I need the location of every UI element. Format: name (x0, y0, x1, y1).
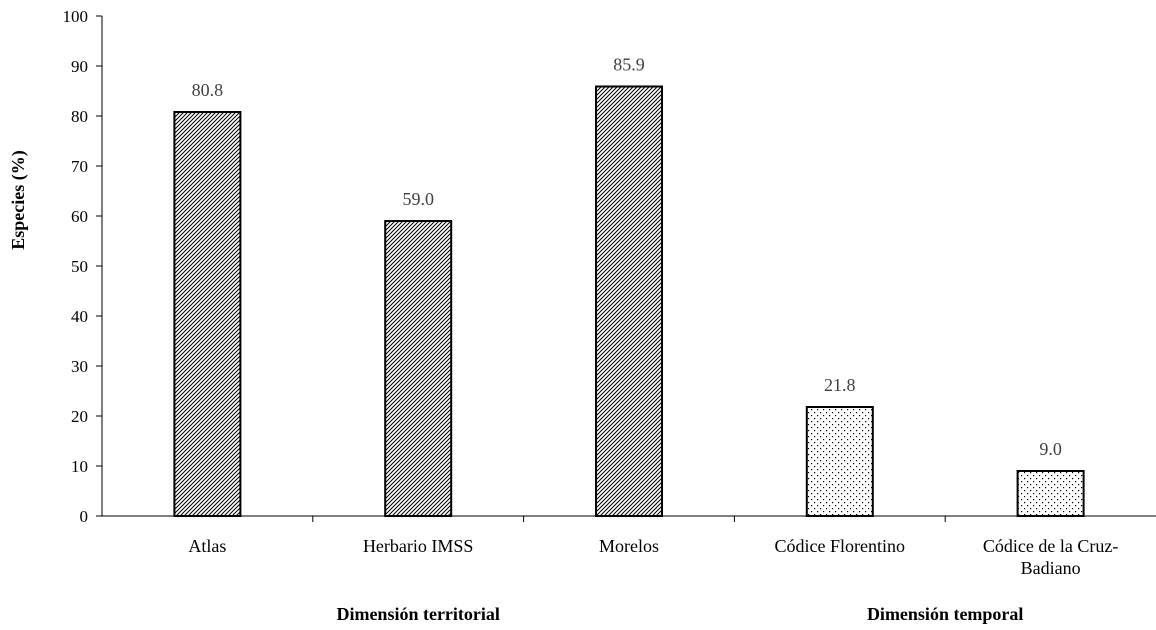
bar (173, 111, 242, 517)
y-tick-label: 60 (71, 207, 88, 226)
data-label: 85.9 (613, 55, 645, 75)
category-label: Códice de la Cruz-Badiano (983, 536, 1118, 578)
y-axis: 0 10 20 30 40 50 60 70 80 90 100 (63, 7, 103, 526)
y-tick-label: 10 (71, 457, 88, 476)
bar (595, 85, 663, 517)
group-label: Dimensión territorial (336, 604, 499, 624)
data-label: 80.8 (192, 80, 224, 100)
category-label: Herbario IMSS (363, 536, 474, 556)
data-label: 9.0 (1039, 439, 1062, 459)
category-labels: Atlas Herbario IMSS Morelos Códice Florenti… (188, 536, 1118, 578)
y-tick-label: 30 (71, 357, 88, 376)
bar (805, 406, 874, 517)
y-tick-label: 0 (80, 507, 89, 526)
y-axis-title: Especies (%) (8, 150, 29, 249)
y-tick-label: 50 (71, 257, 88, 276)
y-tick-label: 40 (71, 307, 88, 326)
y-tick-label: 90 (71, 57, 88, 76)
group-label: Dimensión temporal (867, 604, 1024, 624)
category-label: Atlas (188, 536, 226, 556)
data-labels: 80.8 59.0 85.9 21.8 9.0 (192, 55, 1062, 460)
group-labels: Dimensión territorial Dimensión temporal (336, 604, 1023, 624)
bar (1016, 470, 1085, 517)
data-label: 21.8 (824, 375, 856, 395)
y-tick-label: 20 (71, 407, 88, 426)
y-tick-label: 100 (63, 7, 89, 26)
category-label: Morelos (599, 536, 659, 556)
y-tick-label: 70 (71, 157, 88, 176)
bar (384, 220, 453, 517)
y-tick-label: 80 (71, 107, 88, 126)
category-label: Códice Florentino (775, 536, 905, 556)
bars (173, 85, 1085, 517)
data-label: 59.0 (402, 189, 434, 209)
